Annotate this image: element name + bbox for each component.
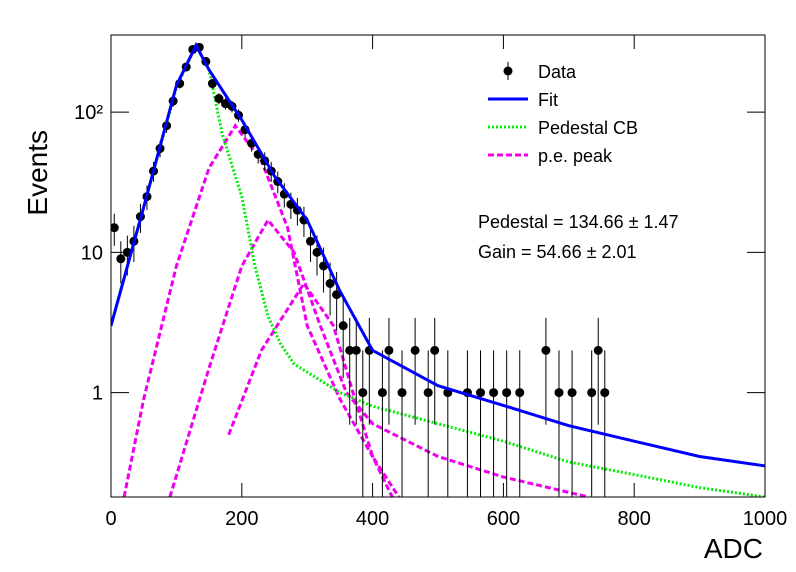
legend: Data Fit Pedestal CB p.e. peak: [488, 62, 638, 166]
frame: [110, 34, 766, 498]
annotation: Gain = 54.66 ± 2.01: [478, 242, 637, 262]
data-point: [358, 388, 368, 398]
x-tick-label: 0: [105, 508, 116, 530]
data-point: [384, 345, 394, 355]
data-point: [111, 223, 119, 233]
data-point: [207, 79, 217, 89]
y-axis-label: Events: [22, 130, 53, 216]
data-point: [345, 345, 355, 355]
data-point: [377, 388, 387, 398]
x-tick-label: 1000: [743, 508, 788, 530]
x-tick-label: 400: [356, 508, 389, 530]
data-point: [338, 321, 348, 331]
data-point: [515, 388, 525, 398]
curve: [111, 41, 765, 497]
data-point: [600, 388, 610, 398]
data-point: [587, 388, 597, 398]
x-axis-label: ADC: [704, 533, 763, 564]
data-point: [116, 254, 126, 264]
data-point: [214, 94, 224, 104]
data-point: [397, 388, 407, 398]
legend-label: Fit: [538, 90, 558, 110]
legend-label: p.e. peak: [538, 146, 613, 166]
data-point: [554, 388, 564, 398]
x-tick-label: 200: [225, 508, 258, 530]
pe-peak-curve: [168, 217, 589, 497]
legend-swatch: [503, 66, 513, 76]
fit-curve: [111, 41, 765, 468]
data-point: [325, 278, 335, 288]
data-point: [502, 388, 512, 398]
legend-label: Pedestal CB: [538, 118, 638, 138]
x-tick-label: 600: [487, 508, 520, 530]
data-point: [567, 388, 577, 398]
y-tick-label: 10²: [74, 102, 103, 124]
y-tick-label: 10: [81, 242, 103, 264]
data-point: [489, 388, 499, 398]
legend-label: Data: [538, 62, 577, 82]
data-point: [305, 236, 315, 246]
data-point: [430, 345, 440, 355]
annotation: Pedestal = 134.66 ± 1.47: [478, 212, 679, 232]
data-point: [541, 345, 551, 355]
y-tick-label: 1: [92, 383, 103, 405]
data-point: [410, 345, 420, 355]
data-point: [423, 388, 433, 398]
data-point: [593, 345, 603, 355]
data-point: [351, 345, 361, 355]
pe-peak-curve: [227, 280, 401, 497]
data-point: [312, 247, 322, 257]
x-tick-label: 800: [618, 508, 651, 530]
plot-area: [111, 41, 765, 497]
data-point: [476, 388, 486, 398]
data-point: [332, 290, 342, 300]
